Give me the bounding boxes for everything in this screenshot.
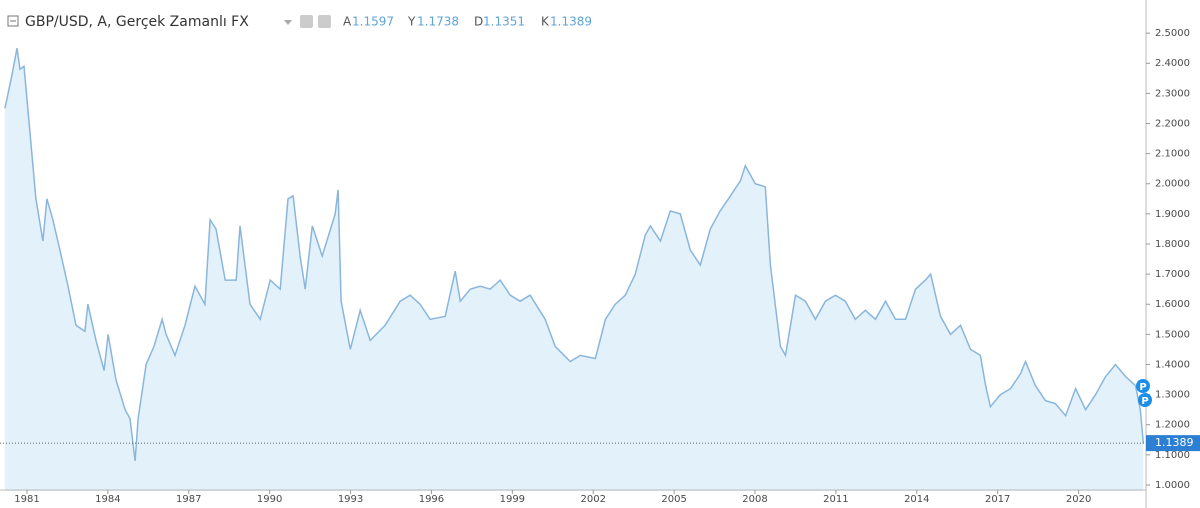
x-tick-label: 2005 xyxy=(661,494,686,505)
ohlc-key: Y xyxy=(407,15,416,29)
x-tick-label: 2014 xyxy=(904,494,929,505)
event-marker-label: P xyxy=(1141,396,1148,407)
settings-icon[interactable] xyxy=(318,15,331,28)
y-tick-label: 1.1000 xyxy=(1155,450,1190,461)
ohlc-value: 1.1351 xyxy=(483,15,525,29)
y-tick-label: 2.2000 xyxy=(1155,118,1190,129)
ohlc-value: 1.1389 xyxy=(550,15,592,29)
ohlc-key: A xyxy=(343,15,352,29)
y-tick-label: 2.5000 xyxy=(1155,28,1190,39)
y-tick-label: 1.0000 xyxy=(1155,480,1190,491)
event-marker xyxy=(1138,393,1152,407)
y-tick-label: 1.7000 xyxy=(1155,269,1190,280)
y-tick-label: 1.5000 xyxy=(1155,329,1190,340)
y-tick-label: 2.1000 xyxy=(1155,149,1190,160)
event-marker-label: P xyxy=(1139,382,1146,393)
x-tick-label: 1987 xyxy=(176,494,201,505)
ohlc-values: A 1.1597 Y 1.1738 D 1.1351 K 1.1389 xyxy=(343,15,592,29)
x-tick-label: 2011 xyxy=(823,494,848,505)
x-tick-label: 1999 xyxy=(500,494,525,505)
y-tick-label: 1.6000 xyxy=(1155,299,1190,310)
ohlc-key: D xyxy=(474,15,483,29)
y-tick-label: 1.4000 xyxy=(1155,359,1190,370)
x-tick-label: 1984 xyxy=(95,494,120,505)
settings-icon[interactable] xyxy=(300,15,313,28)
y-tick-label: 2.0000 xyxy=(1155,179,1190,190)
collapse-icon[interactable] xyxy=(7,15,19,27)
x-tick-label: 2008 xyxy=(742,494,767,505)
y-tick-label: 1.2000 xyxy=(1155,420,1190,431)
symbol-title: GBP/USD, A, Gerçek Zamanlı FX xyxy=(25,14,249,30)
x-tick-label: 2020 xyxy=(1066,494,1091,505)
x-tick-label: 2017 xyxy=(985,494,1010,505)
x-tick-label: 1993 xyxy=(338,494,363,505)
y-tick-label: 1.8000 xyxy=(1155,239,1190,250)
x-tick-label: 1996 xyxy=(419,494,444,505)
y-tick-label: 2.3000 xyxy=(1155,88,1190,99)
last-price-box xyxy=(1146,435,1200,452)
x-tick-label: 2002 xyxy=(580,494,605,505)
x-tick-label: 1981 xyxy=(14,494,39,505)
price-line xyxy=(4,48,1145,461)
area-fill xyxy=(4,48,1144,491)
y-tick-label: 1.9000 xyxy=(1155,209,1190,220)
ohlc-value: 1.1597 xyxy=(352,15,394,29)
y-tick-label: 2.4000 xyxy=(1155,58,1190,69)
dropdown-arrow[interactable] xyxy=(284,20,292,25)
plot-area xyxy=(4,48,1145,491)
ohlc-value: 1.1738 xyxy=(417,15,459,29)
event-marker xyxy=(1136,379,1150,393)
last-price-label: 1.1389 xyxy=(1155,436,1194,449)
ohlc-key: K xyxy=(541,15,550,29)
y-tick-label: 1.3000 xyxy=(1155,390,1190,401)
x-tick-label: 1990 xyxy=(257,494,282,505)
